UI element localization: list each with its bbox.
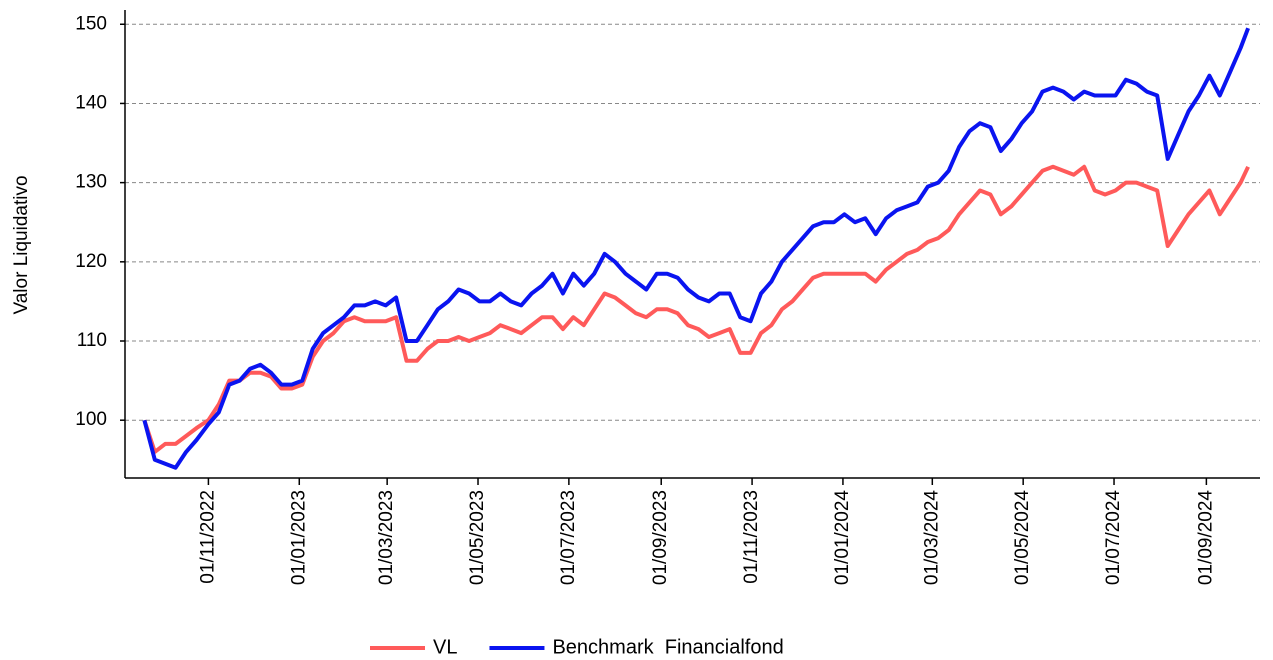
series-line [142,164,1250,454]
x-tick-label: 01/05/2023 [467,490,488,585]
series-line [142,27,1250,470]
x-tick-label: 01/09/2024 [1195,490,1216,586]
x-tick-label: 01/03/2024 [921,490,942,586]
y-tick-label: 150 [75,13,107,34]
legend-label: VL [433,636,457,658]
x-tick-label: 01/11/2023 [741,490,762,584]
legend-label: Benchmark Financialfond [552,636,783,658]
x-tick-label: 01/03/2023 [376,490,397,585]
y-tick-label: 100 [75,409,107,430]
y-tick-label: 130 [75,172,107,193]
x-tick-label: 01/01/2023 [288,490,309,585]
y-tick-label: 120 [75,251,107,272]
x-tick-label: 01/09/2023 [650,490,671,585]
x-tick-label: 01/07/2024 [1103,490,1124,586]
y-axis-label: Valor Liquidativo [11,175,32,314]
x-tick-label: 01/05/2024 [1012,490,1033,586]
x-tick-label: 01/01/2024 [832,490,853,586]
y-tick-label: 110 [77,330,107,351]
y-tick-label: 140 [75,92,107,113]
x-tick-label: 01/07/2023 [558,490,579,585]
x-tick-label: 01/11/2022 [197,490,218,584]
